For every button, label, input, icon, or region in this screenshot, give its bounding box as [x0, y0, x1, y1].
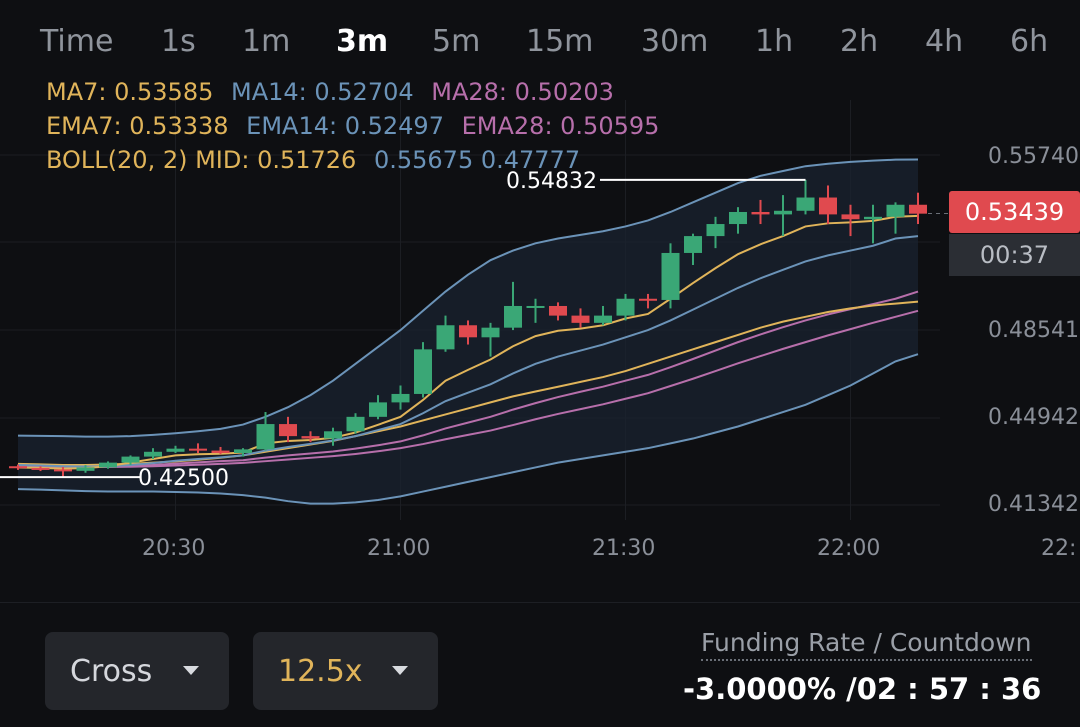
candle-body [639, 298, 657, 301]
ma28-value: MA28: 0.50203 [431, 78, 614, 106]
candle-body [31, 467, 50, 470]
candle-body [504, 305, 522, 328]
candle-body [481, 327, 500, 338]
price-chart[interactable]: 0.54832 0.42500 [0, 0, 1080, 600]
time-tick: 22:00 [817, 536, 881, 561]
boll-bands-value: 0.55675 0.47777 [373, 146, 581, 174]
candle-countdown: 00:37 [949, 234, 1080, 276]
current-price-tag: 0.53439 [949, 191, 1080, 233]
ema-legend: EMA7: 0.53338 EMA14: 0.52497 EMA28: 0.50… [46, 112, 669, 140]
price-tick: 0.48541 [988, 318, 1079, 343]
price-tick: 0.44942 [988, 405, 1079, 430]
tab-15m[interactable]: 15m [526, 24, 594, 59]
ema7-line [17, 214, 919, 470]
bollinger-upper-line [17, 158, 919, 438]
tab-1m[interactable]: 1m [242, 24, 291, 59]
candle-body [324, 431, 342, 439]
tab-3m[interactable]: 3m [336, 24, 389, 59]
candle-body [279, 424, 297, 437]
ma-legend: MA7: 0.53585 MA14: 0.52704 MA28: 0.50203 [46, 78, 624, 106]
ma28-line [17, 309, 919, 468]
tab-1s[interactable]: 1s [161, 24, 196, 59]
timeframe-tabs: Time 1s 1m 3m 5m 15m 30m 1h 2h 4h 6h [0, 0, 1080, 88]
time-tick: 22: [1041, 536, 1077, 561]
candle-body [99, 462, 117, 468]
boll-legend: BOLL(20, 2) MID: 0.51726 0.55675 0.47777 [46, 146, 590, 174]
candle-body [841, 214, 860, 220]
candle-body [234, 449, 252, 453]
candle-body [661, 252, 680, 300]
bollinger-lower-line [17, 353, 919, 505]
time-tick: 21:00 [367, 536, 431, 561]
price-tick: 0.41342 [988, 492, 1079, 517]
candle-body [256, 424, 275, 450]
candle-body [751, 211, 770, 215]
candle-body [9, 466, 27, 469]
candle-body [909, 204, 927, 214]
candle-body [571, 315, 590, 323]
candle-body [144, 451, 162, 457]
candle-body [864, 216, 882, 220]
candle-body [684, 236, 702, 253]
candle-body [774, 210, 792, 215]
candle-body [886, 204, 905, 217]
candle-body [76, 467, 95, 471]
ma14-value: MA14: 0.52704 [231, 78, 414, 106]
candle-body [549, 305, 567, 316]
candle-body [54, 469, 72, 472]
ema14-value: EMA14: 0.52497 [246, 112, 444, 140]
funding-rate-label[interactable]: Funding Rate / Countdown [701, 628, 1032, 661]
margin-mode-label: Cross [70, 653, 153, 689]
leverage-select[interactable]: 12.5x [253, 632, 438, 710]
high-marker-label: 0.54832 [506, 169, 597, 194]
boll-mid-value: BOLL(20, 2) MID: 0.51726 [46, 146, 357, 174]
candle-body [819, 197, 837, 215]
funding-rate-value: -3.0000% /02 : 57 : 36 [683, 672, 1042, 706]
ema28-line [17, 290, 919, 468]
ma14-line [17, 235, 919, 468]
tab-30m[interactable]: 30m [641, 24, 709, 59]
caret-down-icon [392, 666, 408, 675]
candle-body [211, 450, 230, 453]
time-tick: 20:30 [142, 536, 206, 561]
tab-1h[interactable]: 1h [755, 24, 794, 59]
margin-mode-select[interactable]: Cross [45, 632, 229, 710]
tab-5m[interactable]: 5m [432, 24, 481, 59]
price-tick: 0.55740 [988, 144, 1079, 169]
ma7-value: MA7: 0.53585 [46, 78, 214, 106]
ema28-value: EMA28: 0.50595 [461, 112, 660, 140]
tab-time[interactable]: Time [40, 24, 114, 59]
candle-body [414, 349, 432, 394]
candle-body [369, 402, 387, 417]
candle-body [346, 416, 365, 432]
tab-6h[interactable]: 6h [1010, 24, 1049, 59]
time-tick: 21:30 [592, 536, 656, 561]
low-marker-label: 0.42500 [138, 466, 229, 491]
candle-body [121, 456, 140, 463]
candle-body [616, 298, 635, 316]
candle-body [594, 315, 612, 323]
candle-body [189, 448, 207, 451]
candle-body [729, 211, 747, 225]
candle-body [166, 448, 185, 452]
candle-body [526, 305, 545, 308]
candle-body [436, 325, 455, 350]
caret-down-icon [183, 666, 199, 675]
tab-2h[interactable]: 2h [840, 24, 879, 59]
divider [0, 602, 1080, 603]
candle-body [706, 224, 725, 237]
ema7-value: EMA7: 0.53338 [46, 112, 229, 140]
candle-body [459, 325, 477, 338]
candle-body [301, 436, 320, 439]
candle-body [391, 393, 410, 403]
candle-body [796, 197, 815, 211]
tab-4h[interactable]: 4h [925, 24, 964, 59]
leverage-label: 12.5x [278, 653, 363, 689]
